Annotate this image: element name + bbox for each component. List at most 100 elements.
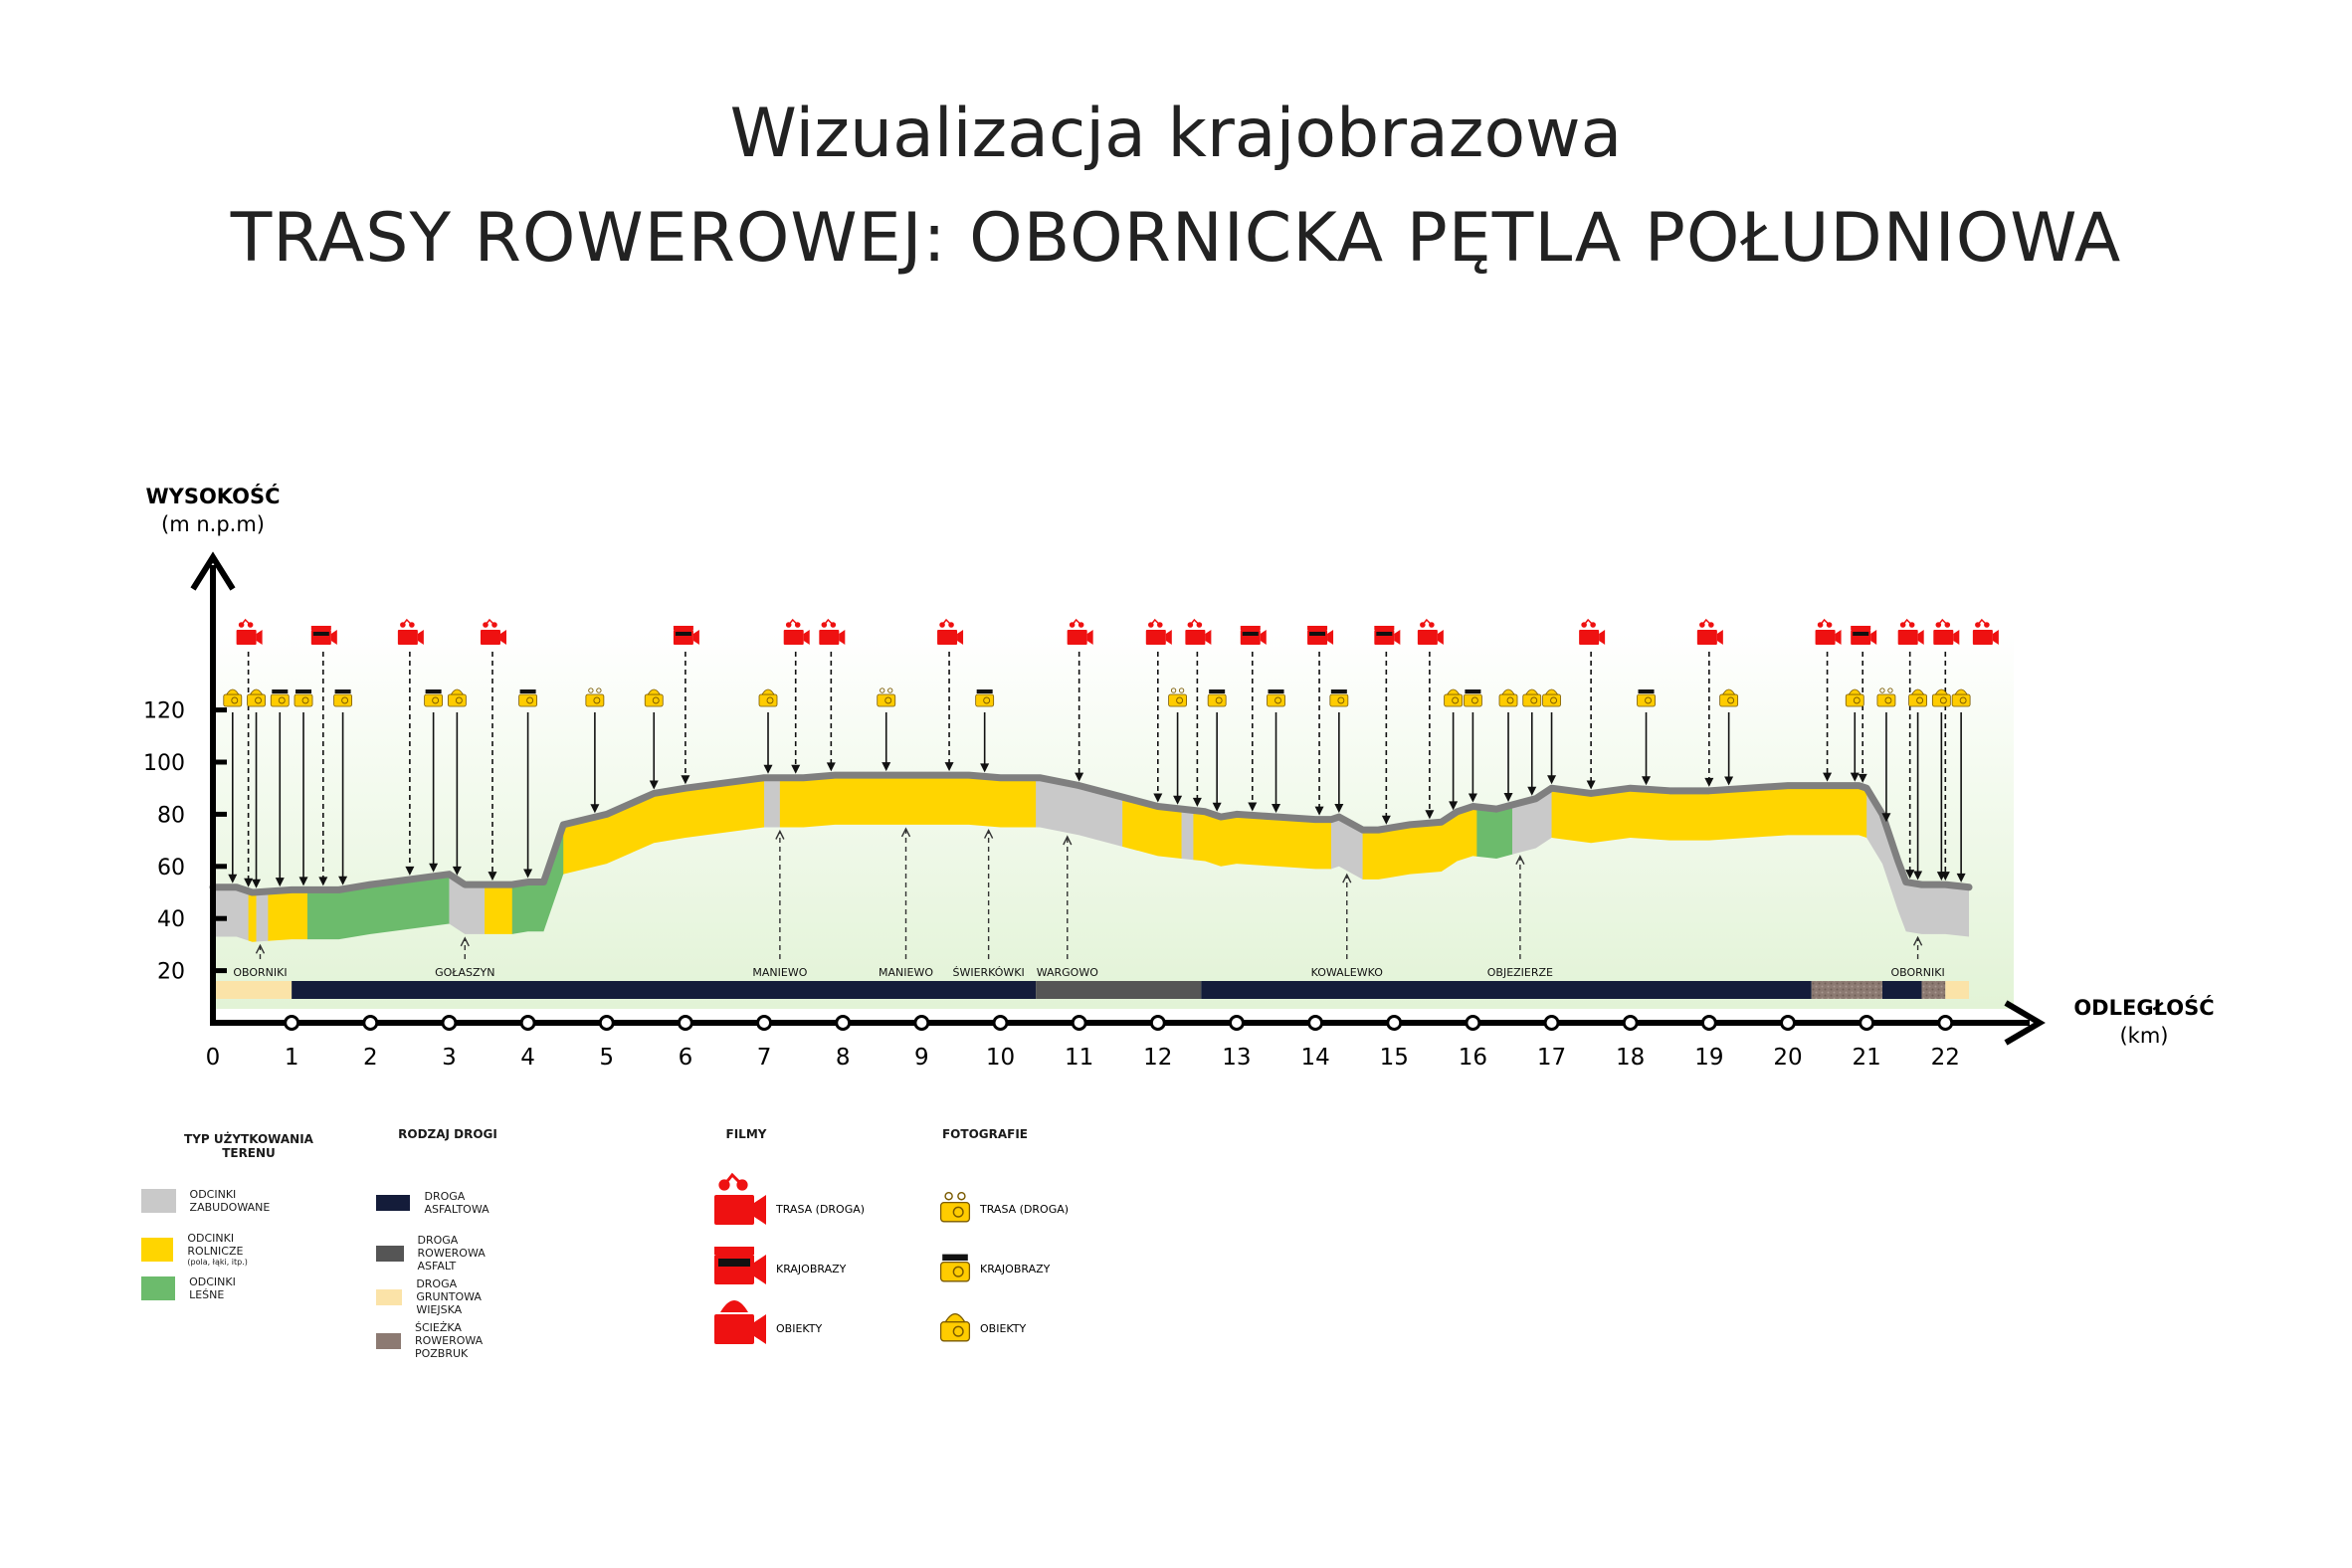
film-trasa-icon	[236, 618, 263, 645]
film-trasa-icon	[714, 1172, 766, 1225]
x-tick-label: 1	[285, 1045, 299, 1071]
legend-label: ODCINKI LEŚNE	[189, 1275, 236, 1301]
marker-arrowhead	[429, 863, 439, 873]
photo-obiekty-icon	[1845, 688, 1864, 707]
legend-item-forest: ODCINKI LEŚNE	[141, 1275, 250, 1301]
y-tick-label: 20	[157, 960, 185, 985]
x-tick	[284, 1015, 300, 1031]
film-trasa-icon	[1145, 618, 1172, 645]
marker-arrowhead	[1272, 804, 1281, 814]
x-tick-label: 12	[1143, 1045, 1172, 1071]
swatch-agri	[141, 1237, 174, 1262]
film-trasa-icon	[1933, 618, 1960, 645]
film-krajobrazy-icon	[310, 626, 337, 645]
legend-item-paving: ŚCIEŻKA ROWEROWA POZBRUK	[376, 1321, 505, 1360]
page-subtitle: TRASY ROWEROWEJ: OBORNICKA PĘTLA POŁUDNI…	[230, 199, 2122, 278]
legend-item-asphalt: DROGA ASFALTOWA	[376, 1190, 502, 1216]
media-markers	[223, 618, 1999, 888]
x-tick	[1780, 1015, 1796, 1031]
film-obiekty-icon	[714, 1300, 766, 1344]
photo-trasa-icon	[1168, 687, 1187, 707]
photo-krajobrazy-icon	[270, 689, 290, 707]
y-tick-label: 100	[143, 751, 185, 776]
village-label: OBJEZIERZE	[1487, 966, 1553, 979]
road-dirt	[213, 981, 293, 999]
film-trasa-icon	[783, 618, 810, 645]
marker-arrowhead	[1881, 813, 1891, 823]
marker-arrowhead	[1173, 795, 1183, 805]
marker-arrowhead	[244, 878, 254, 887]
village-label: ŚWIERKÓWKI	[952, 966, 1024, 979]
film-trasa-icon	[480, 618, 506, 645]
swatch-dirt	[376, 1288, 403, 1305]
x-tick-label: 13	[1222, 1045, 1251, 1071]
photo-obiekty-icon	[1908, 688, 1927, 707]
marker-arrowhead	[1586, 780, 1596, 790]
marker-arrowhead	[1858, 773, 1867, 783]
marker-arrowhead	[590, 804, 600, 814]
marker-arrowhead	[1153, 793, 1163, 803]
photo-obiekty-icon	[1444, 688, 1464, 707]
village-arrowhead	[1342, 873, 1352, 883]
film-trasa-icon	[1579, 618, 1606, 645]
y-tick-label: 40	[157, 907, 185, 932]
x-tick	[1543, 1015, 1560, 1031]
village-arrowhead	[900, 827, 911, 838]
marker-arrowhead	[1823, 772, 1833, 782]
photo-trasa-icon	[939, 1191, 971, 1223]
marker-arrowhead	[1642, 776, 1652, 786]
marker-arrowhead	[1503, 793, 1513, 803]
film-trasa-icon	[1815, 618, 1842, 645]
legend-label: DROGA GRUNTOWA WIEJSKA	[416, 1277, 482, 1316]
marker-arrowhead	[1704, 777, 1714, 787]
legend-photo-label: OBIEKTY	[980, 1322, 1026, 1335]
x-tick-label: 7	[757, 1045, 772, 1071]
x-tick	[1700, 1015, 1717, 1031]
marker-arrowhead	[523, 869, 533, 879]
marker-arrowhead	[318, 877, 328, 886]
legend-label-wrap: ODCINKI ROLNICZE (pola, łąki, itp.)	[187, 1232, 259, 1267]
film-krajobrazy-icon	[1851, 626, 1877, 645]
y-axis-label: WYSOKOŚĆ	[145, 484, 280, 508]
village-arrowhead	[775, 829, 785, 840]
x-tick-label: 11	[1065, 1045, 1093, 1071]
film-krajobrazy-icon	[673, 626, 699, 645]
x-axis-arrow	[2004, 1000, 2046, 1046]
village-label: OBORNIKI	[1890, 966, 1944, 979]
road-type-bar	[213, 981, 1970, 999]
marker-arrowhead	[763, 764, 773, 774]
marker-arrowhead	[1905, 870, 1915, 880]
film-trasa-icon	[1897, 618, 1924, 645]
legend-film-label: KRAJOBRAZY	[776, 1263, 847, 1275]
road-paving	[1921, 981, 1946, 999]
photo-krajobrazy-icon	[1637, 689, 1656, 707]
marker-arrowhead	[1314, 806, 1324, 816]
marker-arrowhead	[681, 775, 690, 785]
film-krajobrazy-icon	[714, 1247, 766, 1284]
legend-roads-title: RODZAJ DROGI	[398, 1127, 497, 1141]
photo-obiekty-icon	[1498, 688, 1518, 707]
x-tick	[1307, 1015, 1324, 1031]
marker-arrowhead	[1468, 793, 1477, 803]
village-label: OBORNIKI	[233, 966, 287, 979]
marker-arrowhead	[1724, 776, 1734, 786]
x-tick	[1149, 1015, 1166, 1031]
elevation-profile-line	[209, 771, 1973, 896]
x-tick-label: 14	[1300, 1045, 1329, 1071]
photo-krajobrazy-icon	[975, 689, 995, 707]
x-tick	[1465, 1015, 1481, 1031]
x-tick	[1859, 1015, 1875, 1031]
photo-obiekty-icon	[1951, 688, 1971, 707]
x-tick	[1937, 1015, 1954, 1031]
legend-photo-label: TRASA (DROGA)	[979, 1203, 1069, 1216]
x-tick	[362, 1015, 379, 1031]
legend-sublabel: (pola, łąki, itp.)	[187, 1258, 248, 1267]
x-tick-label: 18	[1616, 1045, 1645, 1071]
legend-label: DROGA ASFALTOWA	[424, 1190, 490, 1216]
x-tick	[441, 1015, 458, 1031]
swatch-paving	[376, 1332, 401, 1349]
marker-arrowhead	[944, 762, 954, 772]
marker-arrowhead	[228, 874, 238, 883]
x-tick	[1228, 1015, 1245, 1031]
